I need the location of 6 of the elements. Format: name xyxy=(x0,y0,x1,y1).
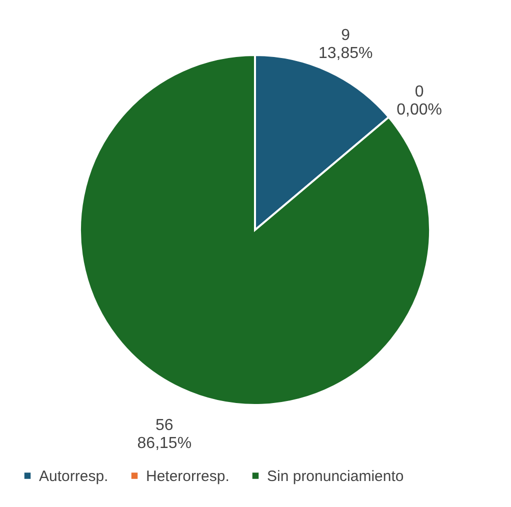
data-label: 56 86,15% xyxy=(137,416,192,452)
text: 0 0,00% xyxy=(396,83,442,118)
data-label: 9 13,85% xyxy=(318,27,373,62)
legend-label: Heterorresp. xyxy=(146,468,230,485)
legend-label: Autorresp. xyxy=(39,468,108,485)
legend-label: Sin pronunciamiento xyxy=(267,468,404,485)
